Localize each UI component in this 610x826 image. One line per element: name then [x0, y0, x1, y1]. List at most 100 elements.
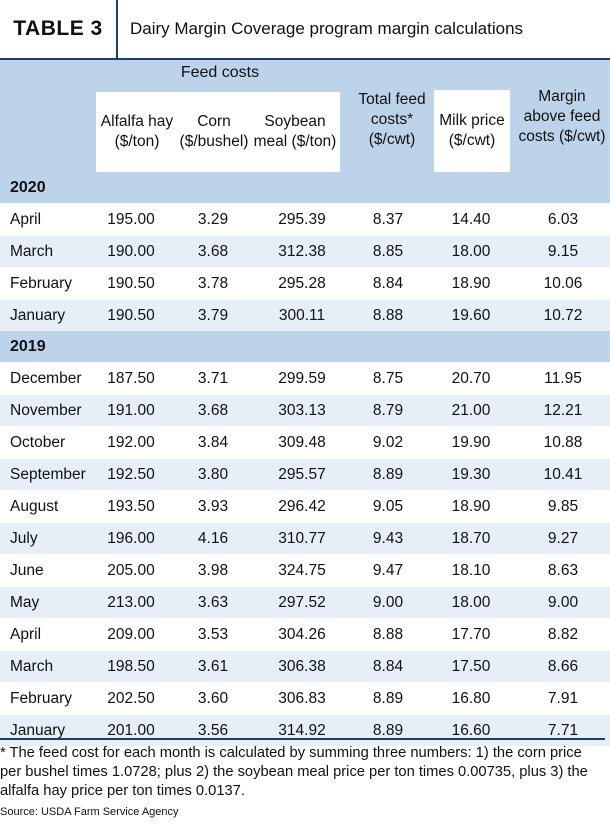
footnote: * The feed cost for each month is calcul…: [0, 738, 605, 801]
soybean-cell: 324.75: [254, 554, 350, 587]
month-cell: September: [0, 458, 90, 491]
total-cell: 8.85: [350, 235, 426, 268]
milk-cell: 18.00: [426, 586, 516, 619]
table-row: April 209.00 3.53 304.26 8.88 17.70 8.82: [0, 618, 610, 651]
alfalfa-cell: 213.00: [90, 586, 172, 619]
month-cell: May: [0, 586, 90, 619]
table-row: May 213.00 3.63 297.52 9.00 18.00 9.00: [0, 586, 610, 619]
margin-cell: 10.72: [516, 299, 610, 331]
table-row: February 190.50 3.78 295.28 8.84 18.90 10.06: [0, 267, 610, 300]
month-cell: January: [0, 714, 90, 746]
soybean-cell: 310.77: [254, 522, 350, 555]
year-label: 2020: [0, 172, 610, 204]
month-cell: February: [0, 267, 90, 300]
alfalfa-cell: 196.00: [90, 522, 172, 555]
margin-cell: 9.85: [516, 490, 610, 523]
margin-cell: 12.21: [516, 394, 610, 427]
month-cell: April: [0, 618, 90, 651]
soybean-cell: 306.83: [254, 682, 350, 715]
table-number: TABLE 3: [0, 0, 118, 58]
corn-cell: 3.61: [172, 650, 254, 683]
alfalfa-cell: 191.00: [90, 394, 172, 427]
corn-cell: 3.80: [172, 458, 254, 491]
month-cell: March: [0, 650, 90, 683]
milk-cell: 19.90: [426, 426, 516, 459]
section-2020: 2020 April 195.00 3.29 295.39 8.37 14.40 6.03 M…: [0, 172, 610, 331]
milk-cell: 18.10: [426, 554, 516, 587]
corn-cell: 3.68: [172, 394, 254, 427]
month-cell: March: [0, 235, 90, 268]
total-cell: 9.43: [350, 522, 426, 555]
alfalfa-cell: 190.50: [90, 267, 172, 300]
soybean-cell: 306.38: [254, 650, 350, 683]
table-row: December 187.50 3.71 299.59 8.75 20.70 11.95: [0, 362, 610, 395]
milk-cell: 21.00: [426, 394, 516, 427]
feed-costs-heading: Feed costs: [180, 64, 260, 81]
alfalfa-cell: 192.50: [90, 458, 172, 491]
corn-cell: 3.60: [172, 682, 254, 715]
margin-cell: 9.00: [516, 586, 610, 619]
soybean-cell: 314.92: [254, 714, 350, 746]
milk-cell: 17.50: [426, 650, 516, 683]
total-cell: 8.89: [350, 682, 426, 715]
alfalfa-cell: 187.50: [90, 362, 172, 395]
corn-cell: 3.68: [172, 235, 254, 268]
milk-cell: 18.90: [426, 490, 516, 523]
margin-cell: 7.71: [516, 714, 610, 746]
margin-cell: 9.15: [516, 235, 610, 268]
soybean-cell: 300.11: [254, 299, 350, 331]
total-cell: 8.88: [350, 299, 426, 331]
margin-cell: 10.06: [516, 267, 610, 300]
total-cell: 9.02: [350, 426, 426, 459]
table-row: September 192.50 3.80 295.57 8.89 19.30 10.41: [0, 458, 610, 491]
milk-cell: 19.60: [426, 299, 516, 331]
alfalfa-cell: 198.50: [90, 650, 172, 683]
milk-cell: 18.90: [426, 267, 516, 300]
total-cell: 8.79: [350, 394, 426, 427]
total-cell: 8.75: [350, 362, 426, 395]
table-title: Dairy Margin Coverage program margin cal…: [130, 19, 524, 38]
soybean-cell: 304.26: [254, 618, 350, 651]
margin-cell: 9.27: [516, 522, 610, 555]
month-cell: August: [0, 490, 90, 523]
milk-cell: 16.80: [426, 682, 516, 715]
total-cell: 8.84: [350, 650, 426, 683]
month-cell: January: [0, 299, 90, 331]
margin-cell: 10.88: [516, 426, 610, 459]
total-cell: 8.89: [350, 458, 426, 491]
header-row: Feed costs Alfalfa hay ($/ton) Corn ($/b…: [0, 60, 610, 172]
alfalfa-cell: 192.00: [90, 426, 172, 459]
alfalfa-cell: 205.00: [90, 554, 172, 587]
milk-cell: 17.70: [426, 618, 516, 651]
milk-cell: 14.40: [426, 203, 516, 236]
margin-table: Feed costs Alfalfa hay ($/ton) Corn ($/b…: [0, 60, 610, 746]
soybean-cell: 299.59: [254, 362, 350, 395]
margin-cell: 8.66: [516, 650, 610, 683]
margin-cell: 8.63: [516, 554, 610, 587]
corn-cell: 3.71: [172, 362, 254, 395]
corn-cell: 3.53: [172, 618, 254, 651]
alfalfa-cell: 202.50: [90, 682, 172, 715]
table-row: March 198.50 3.61 306.38 8.84 17.50 8.66: [0, 650, 610, 683]
margin-cell: 6.03: [516, 203, 610, 236]
month-cell: April: [0, 203, 90, 236]
total-cell: 8.84: [350, 267, 426, 300]
month-cell: December: [0, 362, 90, 395]
milk-cell: 20.70: [426, 362, 516, 395]
feed-subheader-box: Alfalfa hay ($/ton) Corn ($/bushel) Soyb…: [96, 92, 340, 172]
margin-cell: 11.95: [516, 362, 610, 395]
milk-cell: 16.60: [426, 714, 516, 746]
corn-cell: 3.56: [172, 714, 254, 746]
month-cell: June: [0, 554, 90, 587]
table-row: February 202.50 3.60 306.83 8.89 16.80 7.91: [0, 682, 610, 715]
source-note: Source: USDA Farm Service Agency: [0, 806, 179, 818]
table-row: August 193.50 3.93 296.42 9.05 18.90 9.85: [0, 490, 610, 523]
alfalfa-cell: 193.50: [90, 490, 172, 523]
corn-cell: 3.63: [172, 586, 254, 619]
total-feed-header: Total feed costs* ($/cwt): [358, 91, 426, 148]
alfalfa-cell: 190.50: [90, 299, 172, 331]
corn-cell: 3.98: [172, 554, 254, 587]
table-row: January 190.50 3.79 300.11 8.88 19.60 10.72: [0, 299, 610, 331]
total-cell: 8.37: [350, 203, 426, 236]
margin-cell: 8.82: [516, 618, 610, 651]
